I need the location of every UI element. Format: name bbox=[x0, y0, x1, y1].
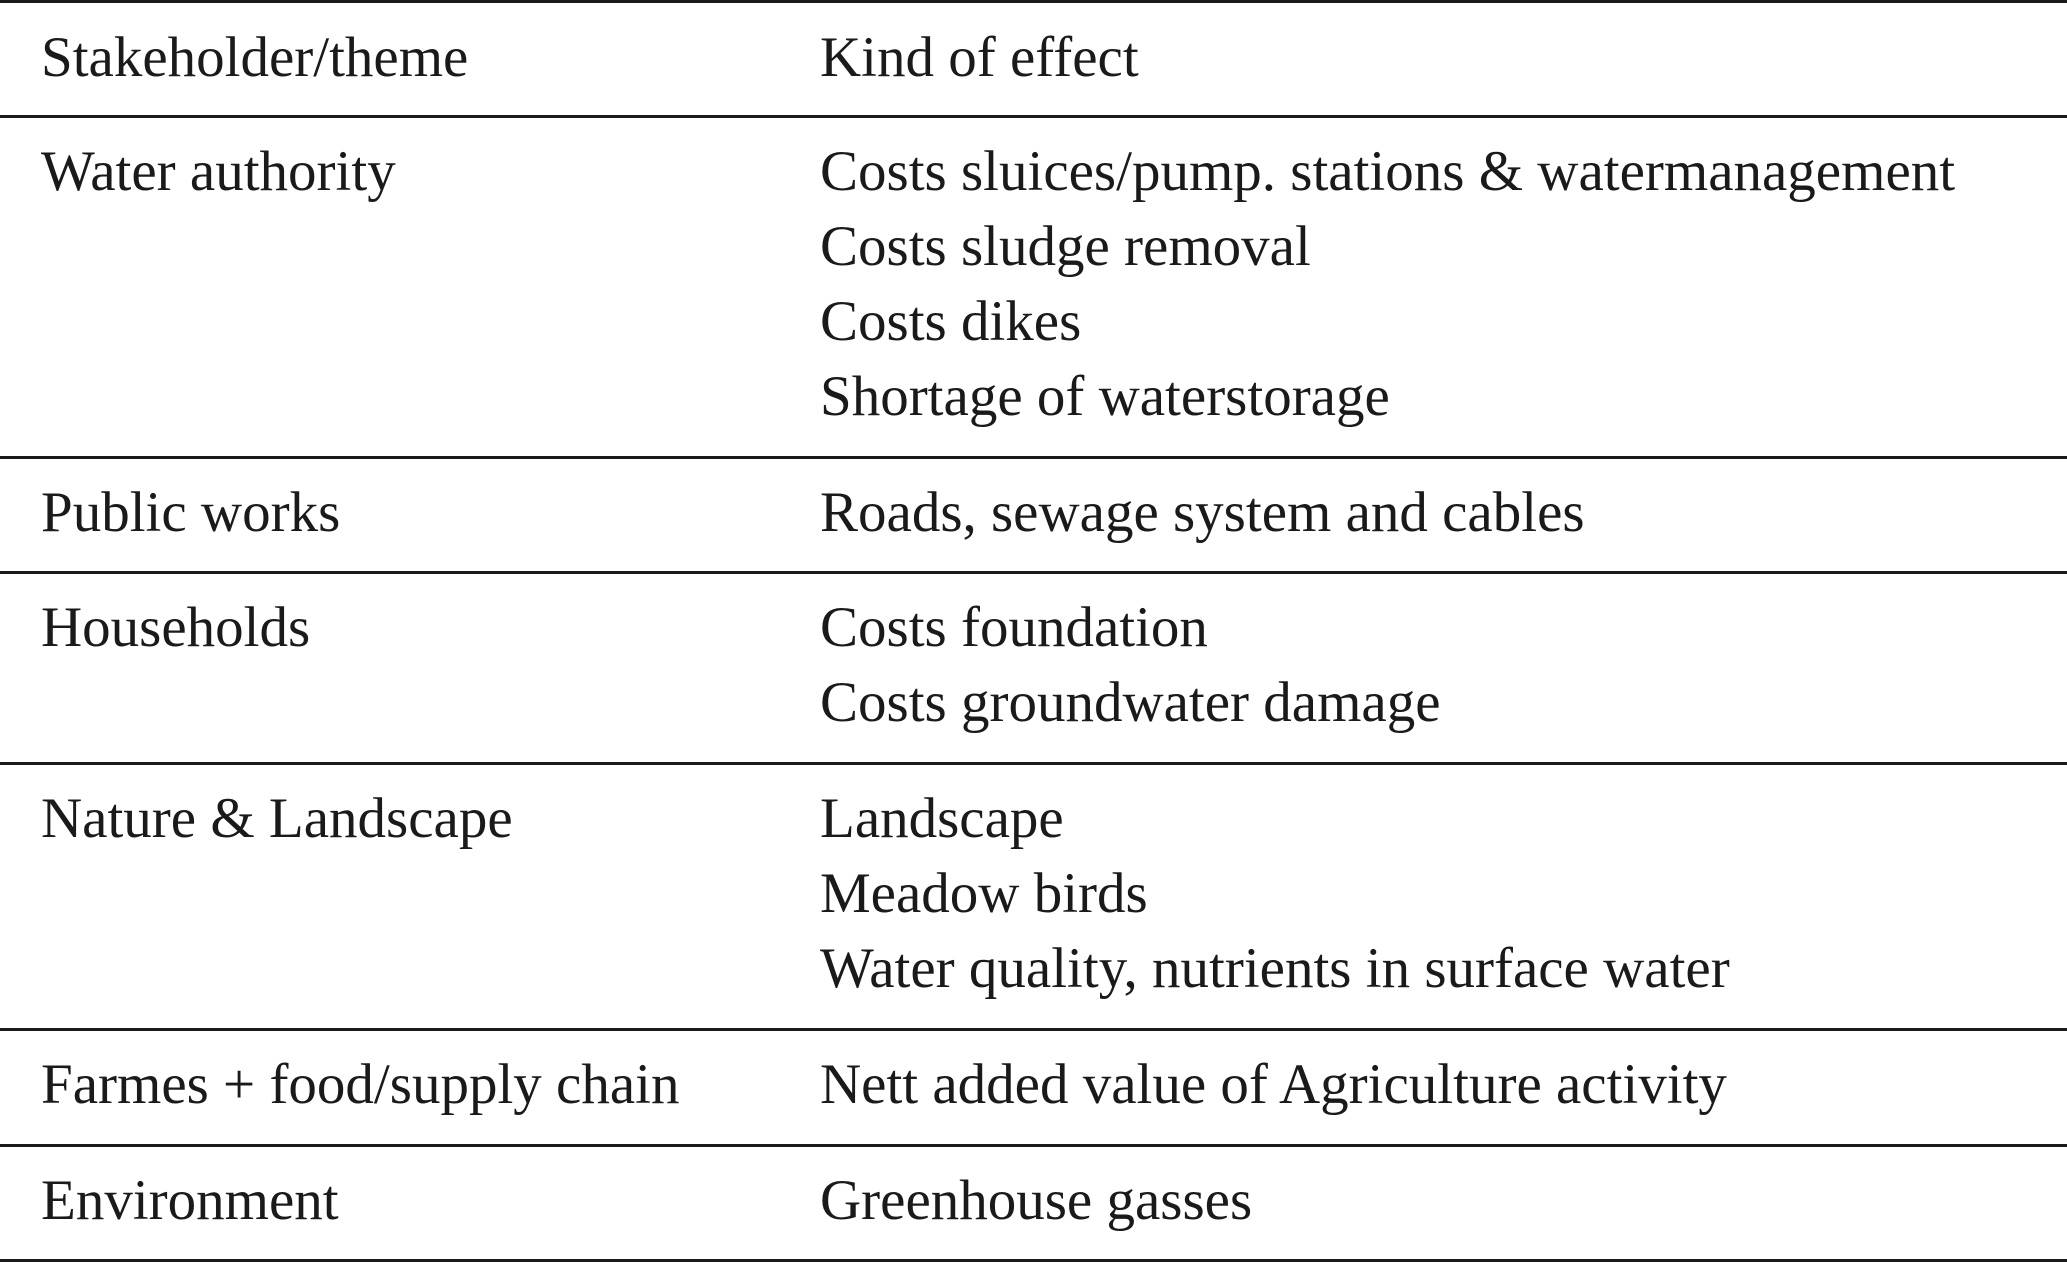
stakeholder-cell: Water authority bbox=[41, 140, 396, 203]
effect-item: Costs sludge removal bbox=[820, 215, 1311, 278]
effect-cell: Costs sluices/pump. stations & watermana… bbox=[820, 134, 1955, 434]
stakeholder-cell: Households bbox=[41, 596, 311, 659]
stakeholder-cell: Nature & Landscape bbox=[41, 787, 513, 850]
effect-item: Meadow birds bbox=[820, 862, 1148, 925]
effect-item: Costs groundwater damage bbox=[820, 671, 1441, 734]
row-divider bbox=[0, 571, 2067, 574]
effect-item: Landscape bbox=[820, 787, 1064, 850]
effect-item: Water quality, nutrients in surface wate… bbox=[820, 937, 1730, 1000]
row-divider bbox=[0, 1028, 2067, 1031]
effect-item: Greenhouse gasses bbox=[820, 1169, 1253, 1232]
top-rule bbox=[0, 0, 2067, 3]
effect-cell: Costs foundation Costs groundwater damag… bbox=[820, 590, 1441, 740]
effect-cell: Landscape Meadow birds Water quality, nu… bbox=[820, 781, 1730, 1006]
effect-cell: Nett added value of Agriculture activity bbox=[820, 1047, 1727, 1122]
effect-cell: Roads, sewage system and cables bbox=[820, 475, 1585, 550]
stakeholder-cell: Public works bbox=[41, 481, 341, 544]
header-kind-of-effect: Kind of effect bbox=[820, 26, 1139, 89]
effect-cell: Greenhouse gasses bbox=[820, 1163, 1252, 1238]
effect-item: Roads, sewage system and cables bbox=[820, 481, 1585, 544]
bottom-rule bbox=[0, 1259, 2067, 1262]
effect-item: Costs sluices/pump. stations & watermana… bbox=[820, 140, 1956, 203]
header-rule bbox=[0, 115, 2067, 118]
header-stakeholder: Stakeholder/theme bbox=[41, 26, 469, 89]
row-divider bbox=[0, 1144, 2067, 1147]
effect-item: Costs foundation bbox=[820, 596, 1208, 659]
effect-item: Costs dikes bbox=[820, 290, 1082, 353]
effect-item: Nett added value of Agriculture activity bbox=[820, 1053, 1727, 1116]
stakeholder-cell: Farmes + food/supply chain bbox=[41, 1053, 680, 1116]
effect-item: Shortage of waterstorage bbox=[820, 365, 1390, 428]
row-divider bbox=[0, 456, 2067, 459]
stakeholder-cell: Environment bbox=[41, 1169, 339, 1232]
row-divider bbox=[0, 762, 2067, 765]
